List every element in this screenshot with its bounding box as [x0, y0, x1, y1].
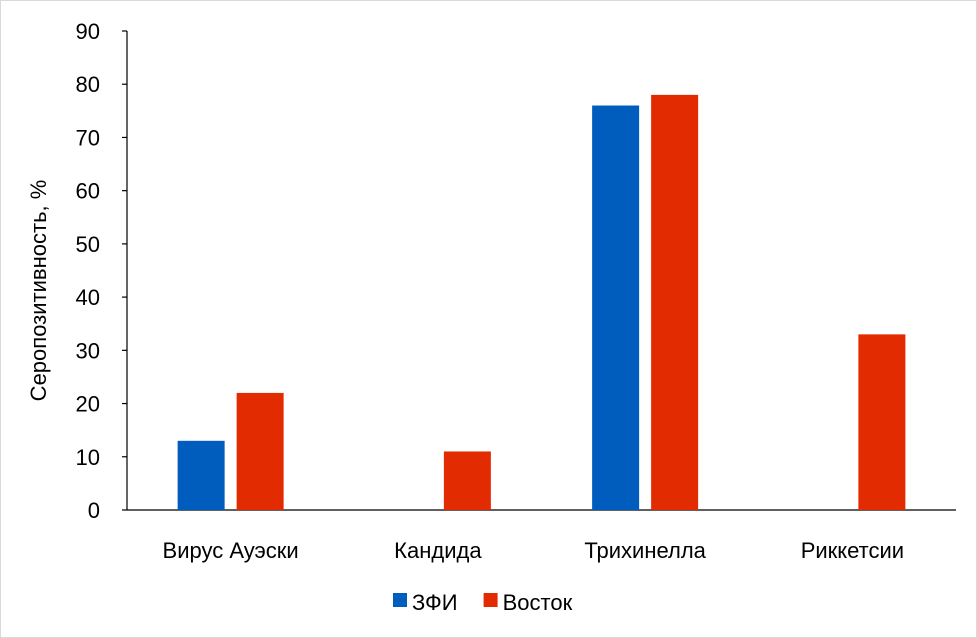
y-tick-label-5: 50 — [76, 232, 100, 257]
bar-0-0 — [177, 440, 225, 510]
bar-1-3 — [858, 334, 906, 510]
y-tick-label-2: 20 — [76, 392, 100, 417]
bar-1-0 — [236, 392, 284, 510]
legend-swatch-0 — [393, 593, 407, 607]
legend-label-0: ЗФИ — [412, 590, 458, 615]
legend: ЗФИ Восток — [393, 590, 573, 615]
bar-1-2 — [651, 94, 699, 510]
bars-group — [177, 94, 906, 510]
category-label-1: Кандида — [394, 538, 482, 563]
y-tick-label-0: 0 — [88, 498, 100, 523]
y-tick-label-6: 60 — [76, 179, 100, 204]
legend-swatch-1 — [483, 593, 498, 607]
y-tick-label-3: 30 — [76, 338, 100, 363]
legend-label-1: Восток — [503, 590, 573, 615]
category-label-2: Трихинелла — [584, 538, 706, 563]
category-labels: Вирус Ауэски Кандида Трихинелла Риккетсии — [163, 538, 905, 563]
bar-0-2 — [592, 105, 640, 510]
y-tick-label-1: 10 — [76, 445, 100, 470]
y-tick-label-4: 40 — [76, 285, 100, 310]
bar-1-1 — [443, 451, 491, 510]
category-label-3: Риккетсии — [801, 538, 904, 563]
y-axis-ticks: 0 10 20 30 40 50 60 70 80 90 — [76, 19, 127, 523]
category-label-0: Вирус Ауэски — [163, 538, 299, 563]
y-tick-label-7: 70 — [76, 125, 100, 150]
y-axis-label: Серопозитивность, % — [26, 180, 51, 402]
y-tick-label-8: 80 — [76, 72, 100, 97]
y-tick-label-9: 90 — [76, 19, 100, 44]
